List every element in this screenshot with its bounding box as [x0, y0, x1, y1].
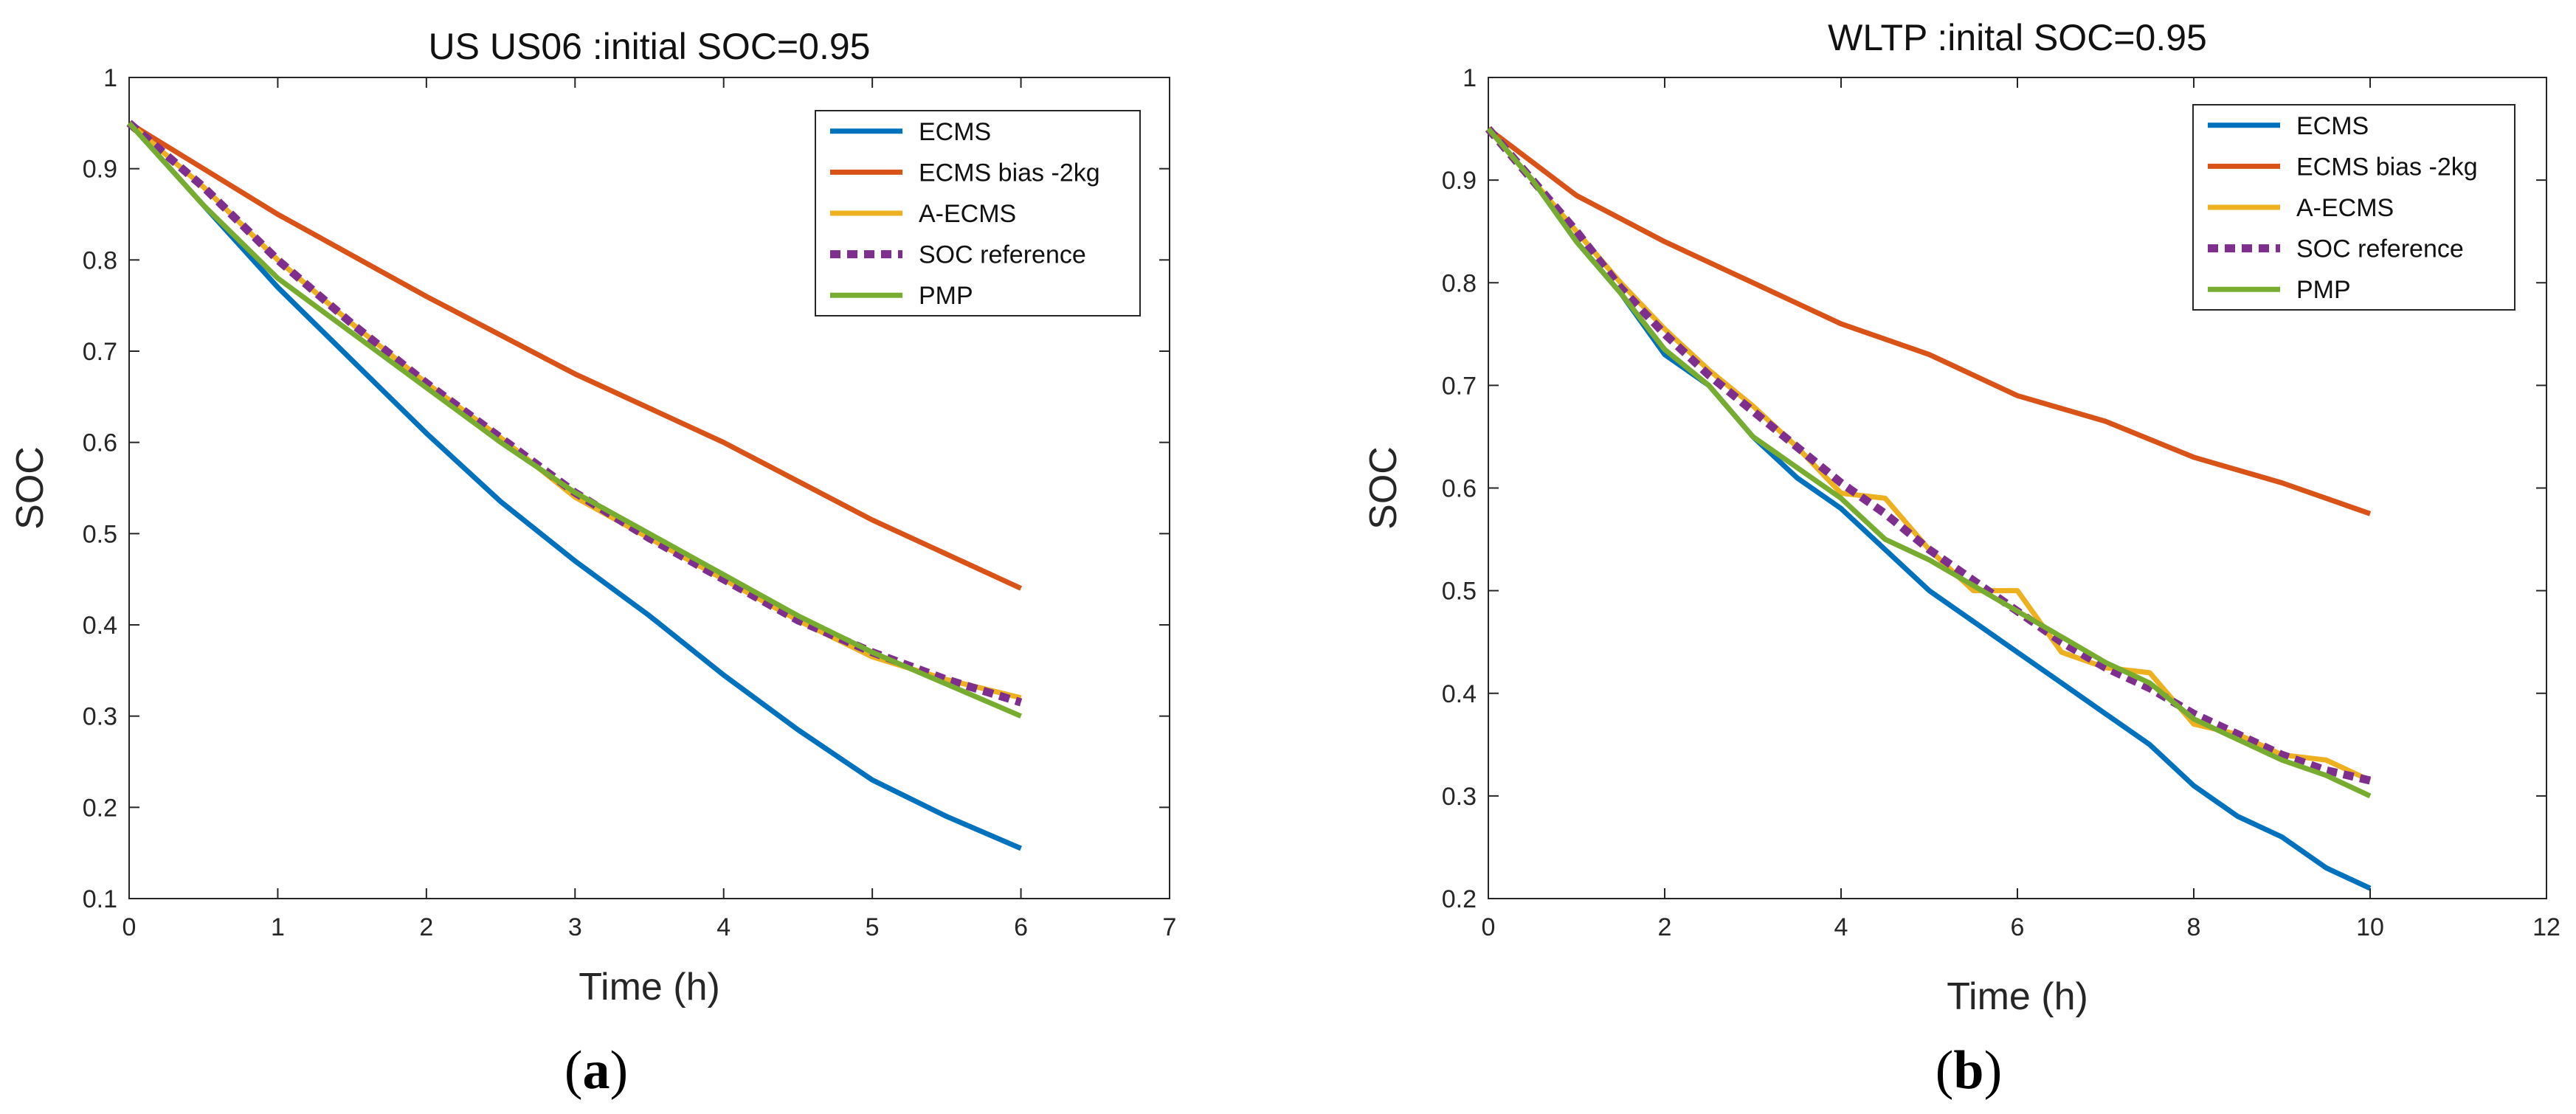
legend-entry: PMP — [919, 282, 973, 310]
y-tick-label: 0.3 — [83, 703, 117, 731]
chart-title: WLTP :inital SOC=0.95 — [1828, 17, 2207, 58]
panel-label: (b) — [1936, 1040, 2002, 1101]
x-tick-label: 8 — [2187, 913, 2201, 941]
x-tick-label: 3 — [568, 913, 582, 941]
y-axis-label: SOC — [1362, 446, 1405, 530]
x-tick-label: 7 — [1163, 913, 1177, 941]
x-tick-label: 6 — [2011, 913, 2025, 941]
x-tick-label: 1 — [271, 913, 285, 941]
series-line-ecms-bias-2kg — [1486, 126, 2372, 516]
legend-entry: ECMS bias -2kg — [919, 159, 1100, 187]
chart-panel-b: 0 2 4 6 8 10 12 0.2 0.3 0.4 0.5 0.6 0.7 0.8 0.9 1 WLTP :… — [1362, 17, 2561, 1101]
y-tick-label: 0.7 — [83, 338, 117, 366]
legend-entry: A-ECMS — [919, 200, 1016, 228]
legend-entry: ECMS — [2296, 112, 2369, 140]
legend-entry: SOC reference — [919, 241, 1086, 269]
y-tick-label: 0.4 — [83, 612, 117, 640]
y-tick-label: 0.2 — [1442, 885, 1477, 913]
y-tick-label: 0.4 — [1442, 680, 1477, 708]
legend-entry: PMP — [2296, 276, 2351, 304]
series-line-ecms-bias-2kg — [128, 120, 1023, 591]
legend-entry: ECMS bias -2kg — [2296, 153, 2478, 181]
legend-entry: SOC reference — [2296, 235, 2464, 263]
x-tick-label: 10 — [2356, 913, 2384, 941]
legend-entry: A-ECMS — [2296, 194, 2394, 222]
series-line-pmp — [127, 121, 1022, 719]
y-tick-label: 0.7 — [1442, 372, 1477, 400]
y-tick-label: 0.6 — [83, 429, 117, 457]
series-line-ecms — [127, 121, 1022, 851]
x-axis-label: Time (h) — [579, 966, 720, 1009]
series-line-pmp — [1486, 127, 2372, 799]
x-tick-label: 12 — [2532, 913, 2561, 941]
x-axis-label: Time (h) — [1947, 975, 2088, 1018]
x-tick-label: 4 — [716, 913, 731, 941]
y-tick-label: 0.1 — [83, 885, 117, 913]
x-tick-label: 6 — [1014, 913, 1028, 941]
y-tick-label: 0.6 — [1442, 475, 1477, 503]
y-tick-label: 1 — [103, 64, 117, 92]
chart-title: US US06 :initial SOC=0.95 — [429, 26, 871, 67]
panel-label: (a) — [564, 1040, 628, 1101]
chart-panel-a: 0 1 2 3 4 5 6 7 0.1 0.2 0.3 0.4 0.5 0.6 0.7 0.8 0.9 1 US U… — [9, 26, 1176, 1101]
legend-entry: ECMS — [919, 118, 991, 146]
x-tick-label: 0 — [1482, 913, 1496, 941]
y-tick-label: 0.5 — [1442, 578, 1477, 606]
y-tick-label: 0.3 — [1442, 783, 1477, 811]
y-axis-label: SOC — [9, 446, 52, 530]
y-tick-label: 0.8 — [83, 246, 117, 274]
y-tick-label: 1 — [1463, 64, 1477, 92]
y-tick-label: 0.2 — [83, 794, 117, 822]
y-tick-label: 0.5 — [83, 520, 117, 548]
x-tick-label: 4 — [1834, 913, 1848, 941]
x-tick-label: 2 — [419, 913, 433, 941]
x-tick-label: 0 — [122, 913, 137, 941]
y-tick-label: 0.9 — [83, 156, 117, 184]
x-tick-label: 5 — [866, 913, 880, 941]
y-tick-label: 0.9 — [1442, 167, 1477, 195]
y-tick-label: 0.8 — [1442, 269, 1477, 297]
x-tick-label: 2 — [1658, 913, 1672, 941]
series-line-soc-reference — [1485, 126, 2372, 785]
